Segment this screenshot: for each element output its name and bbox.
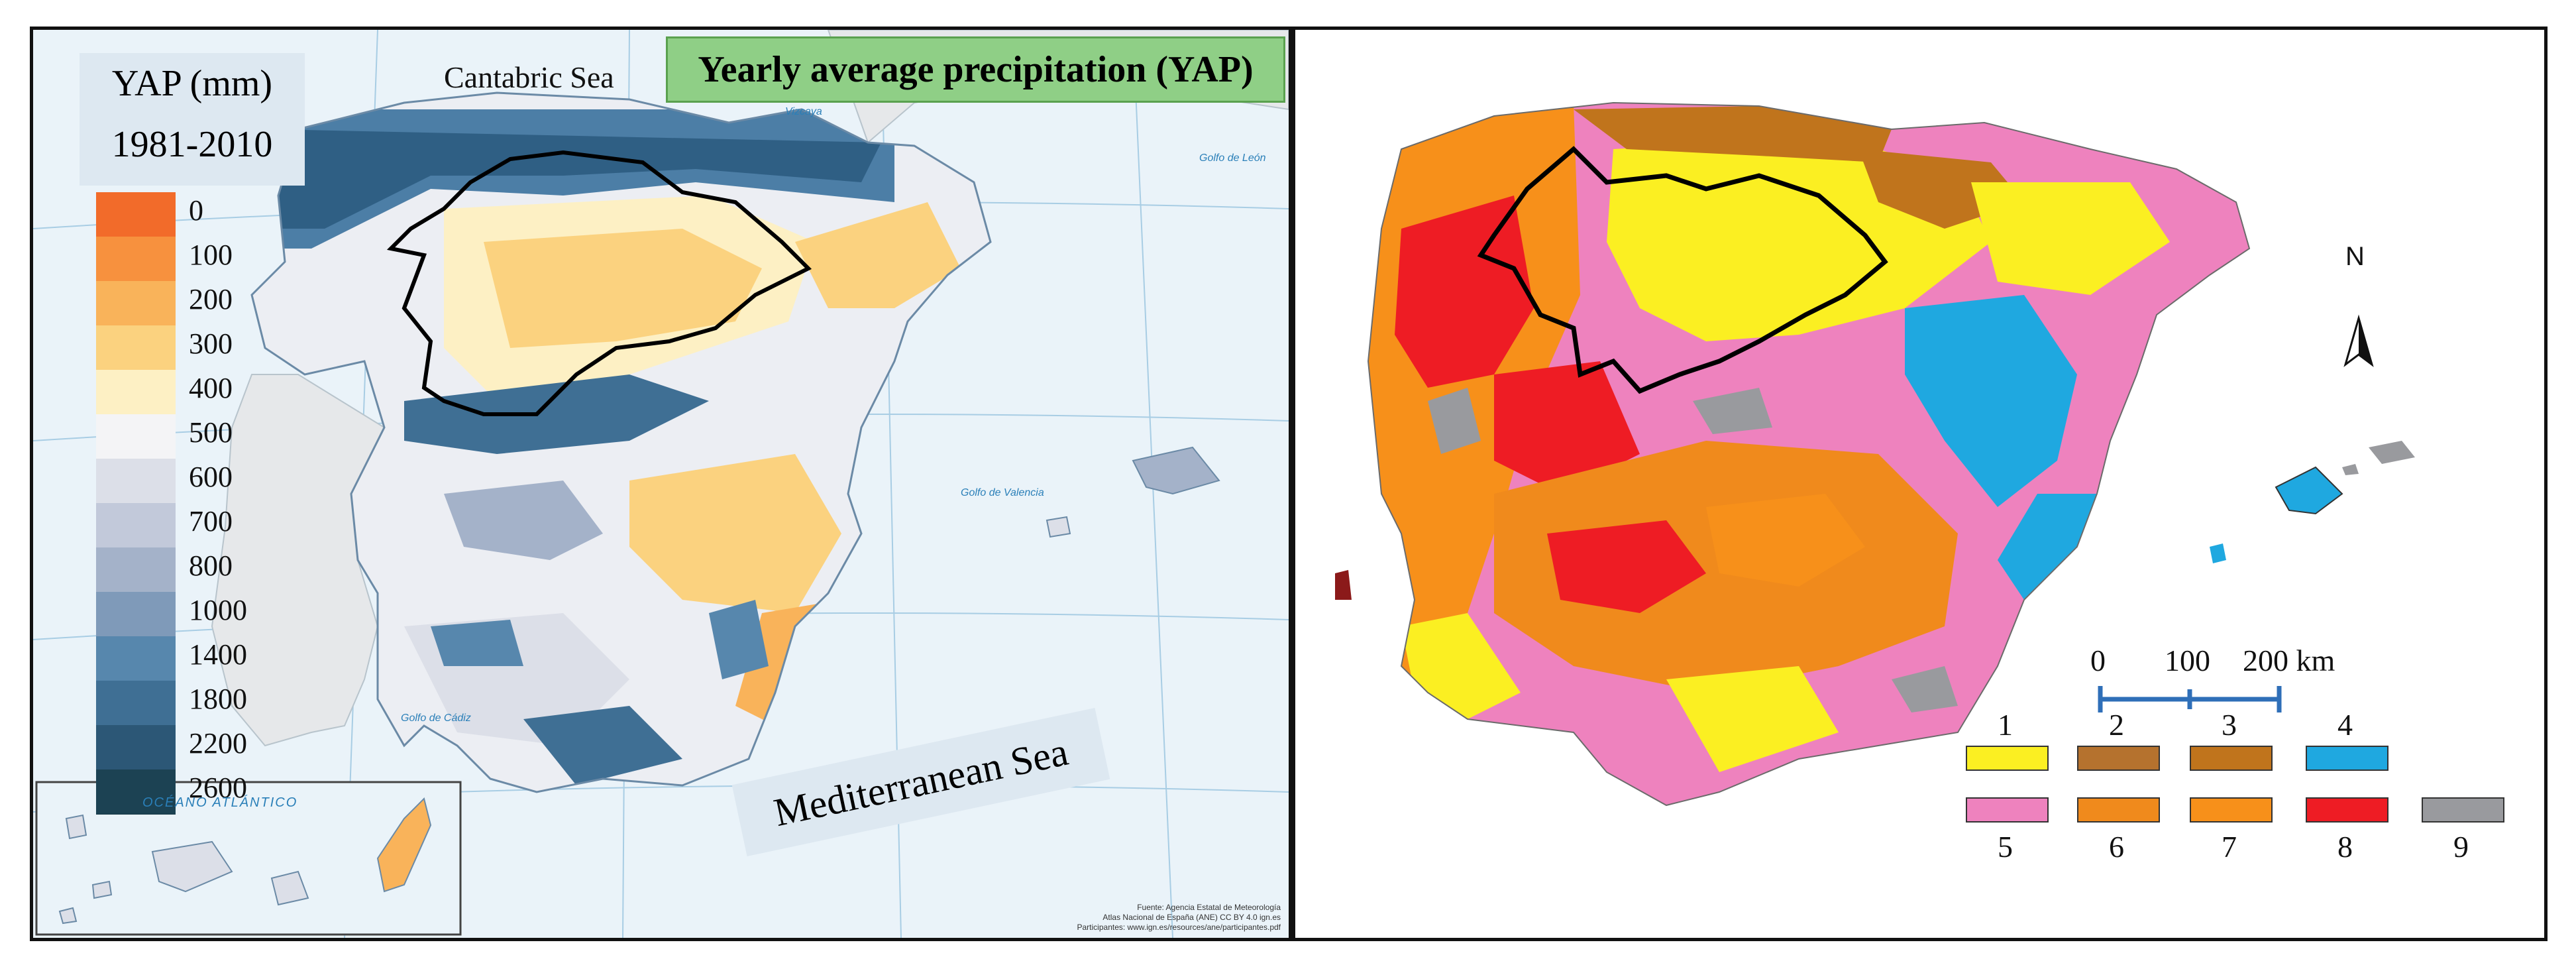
atlantico-label: OCÉANO ATLÁNTICO: [142, 795, 298, 810]
legend-swatch: [96, 547, 176, 593]
legend-swatch: [96, 636, 176, 681]
legend-swatch: [96, 725, 176, 770]
scale-tick-0: 0: [2090, 644, 2106, 677]
map-title: Yearly average precipitation (YAP): [666, 36, 1285, 103]
legend-period: 1981-2010: [111, 124, 273, 165]
lithology-swatch-4: [2306, 746, 2388, 771]
legend-label: 1400: [189, 638, 247, 671]
lithology-number-8: 8: [2337, 830, 2353, 864]
lithology-swatch-1: [1966, 746, 2049, 771]
scale-tick-100: 100: [2165, 644, 2210, 677]
canary-islands: [58, 797, 432, 925]
legend-swatch: [96, 769, 176, 815]
legend-label: 600: [189, 461, 233, 493]
lithology-swatch-5: [1966, 797, 2049, 823]
golfo-cadiz-label: Golfo de Cádiz: [401, 712, 471, 724]
map-credit: Fuente: Agencia Estatal de Meteorología …: [1077, 903, 1281, 933]
lithology-swatch-8: [2306, 797, 2388, 823]
credit-line-1: Fuente: Agencia Estatal de Meteorología: [1137, 903, 1281, 912]
iberia-outline: [1367, 101, 2251, 807]
legend-swatch: [96, 281, 176, 326]
legend-label: 2600: [189, 771, 247, 804]
lithology-number-5: 5: [1998, 830, 2013, 864]
lithology-number-7: 7: [2222, 830, 2237, 864]
balearic-lithology: [2275, 466, 2343, 515]
scale-bar: [2098, 686, 2282, 712]
legend-label: 0: [189, 194, 203, 227]
spain-outline: [250, 91, 992, 793]
golfo-leon-label: Golfo de León: [1199, 152, 1266, 164]
legend-swatch: [96, 325, 176, 370]
lithology-swatch-6: [2077, 797, 2160, 823]
legend-label: 2200: [189, 727, 247, 760]
legend-label: 800: [189, 549, 233, 582]
golfo-valencia-label: Golfo de Valencia: [961, 487, 1044, 498]
legend-label: 200: [189, 283, 233, 315]
legend-swatch: [96, 459, 176, 504]
study-area-outline: [386, 150, 812, 416]
legend-swatch: [96, 370, 176, 415]
legend-label: 300: [189, 327, 233, 360]
legend-label: 500: [189, 416, 233, 449]
vizcaya-label: Vizcaya: [785, 106, 822, 117]
credit-line-2: Atlas Nacional de España (ANE) CC BY 4.0…: [1102, 913, 1281, 922]
legend-label: 1800: [189, 683, 247, 715]
legend-swatch: [96, 414, 176, 459]
legend-label: 700: [189, 505, 233, 538]
legend-swatch: [96, 192, 176, 237]
lithology-swatch-7: [2190, 797, 2273, 823]
lithology-swatch-2: [2077, 746, 2160, 771]
lithology-map-graphic: [1335, 101, 2415, 807]
credit-line-3: Participantes: www.ign.es/resources/ane/…: [1077, 923, 1281, 932]
lithology-number-6: 6: [2109, 830, 2124, 864]
legend-swatch: [96, 237, 176, 282]
lithology-number-1: 1: [1998, 708, 2013, 742]
legend-swatch: [96, 503, 176, 548]
north-label: N: [2345, 242, 2365, 271]
legend-label: 400: [189, 372, 233, 404]
lithology-swatch-9: [2422, 797, 2504, 823]
legend-swatch: [96, 592, 176, 637]
lithology-number-3: 3: [2222, 708, 2237, 742]
scale-tick-200: 200 km: [2243, 644, 2335, 677]
lithology-swatch-3: [2190, 746, 2273, 771]
legend-label: 100: [189, 239, 233, 271]
legend-label: 1000: [189, 594, 247, 626]
lithology-number-9: 9: [2453, 830, 2469, 864]
precipitation-map-panel: YAP (mm) 1981-2010 0 100 200 300 400 500 600 70…: [30, 27, 1292, 941]
legend-title: YAP (mm): [111, 63, 273, 104]
legend-title-box: YAP (mm) 1981-2010: [80, 53, 305, 186]
lithology-map-panel: N 0 100 200 km 1 2 3 4 5 6 7 8 9: [1292, 27, 2548, 941]
study-area-outline-right: [1477, 146, 1888, 394]
lithology-number-4: 4: [2337, 708, 2353, 742]
precipitation-legend: 0 100 200 300 400 500 600 700 800 1000 1400 1800 220…: [96, 192, 275, 815]
balearic-islands: [1132, 446, 1220, 495]
cantabric-sea-label: Cantabric Sea: [444, 60, 614, 94]
legend-swatch: [96, 681, 176, 726]
lithology-number-2: 2: [2109, 708, 2124, 742]
